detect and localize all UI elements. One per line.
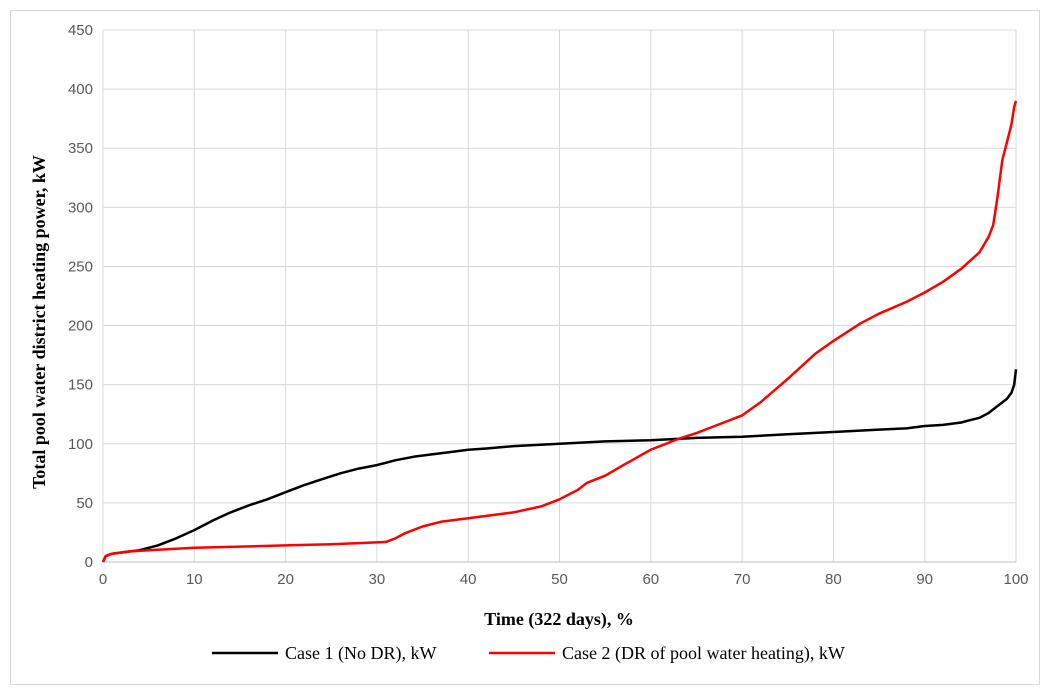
x-tick-label: 50 bbox=[551, 571, 568, 588]
y-tick-label: 50 bbox=[76, 495, 93, 512]
series-line-case-1 bbox=[101, 369, 1018, 563]
chart-frame bbox=[10, 10, 1040, 685]
y-tick-labels: 0 50 100 150 200 250 300 350 400 450 bbox=[68, 22, 93, 571]
y-tick-label: 400 bbox=[68, 81, 93, 98]
x-tick-label: 0 bbox=[99, 571, 107, 588]
y-tick-label: 350 bbox=[68, 140, 93, 157]
x-tick-label: 10 bbox=[186, 571, 203, 588]
legend: Case 1 (No DR), kW Case 2 (DR of pool wat… bbox=[212, 643, 845, 664]
x-axis-title: Time (322 days), % bbox=[484, 609, 634, 630]
series-lines bbox=[101, 100, 1018, 563]
series-line-case-2 bbox=[101, 100, 1018, 563]
x-tick-label: 30 bbox=[369, 571, 386, 588]
legend-label-case-2: Case 2 (DR of pool water heating), kW bbox=[562, 643, 845, 664]
y-tick-label: 200 bbox=[68, 318, 93, 335]
x-tick-labels: 0 10 20 30 40 50 60 70 80 90 100 bbox=[99, 571, 1029, 588]
y-tick-label: 100 bbox=[68, 436, 93, 453]
y-tick-label: 150 bbox=[68, 377, 93, 394]
y-tick-label: 300 bbox=[68, 199, 93, 216]
x-tick-label: 20 bbox=[277, 571, 294, 588]
y-axis-title: Total pool water district heating power,… bbox=[29, 155, 49, 489]
y-tick-label: 0 bbox=[85, 554, 93, 571]
gridlines bbox=[102, 29, 1017, 563]
x-tick-label: 40 bbox=[460, 571, 477, 588]
x-tick-label: 90 bbox=[916, 571, 933, 588]
y-tick-label: 450 bbox=[68, 22, 93, 39]
x-tick-label: 80 bbox=[825, 571, 842, 588]
x-tick-label: 60 bbox=[642, 571, 659, 588]
legend-label-case-1: Case 1 (No DR), kW bbox=[285, 643, 436, 664]
y-tick-label: 250 bbox=[68, 258, 93, 275]
x-tick-label: 70 bbox=[734, 571, 751, 588]
x-tick-label: 100 bbox=[1003, 571, 1028, 588]
